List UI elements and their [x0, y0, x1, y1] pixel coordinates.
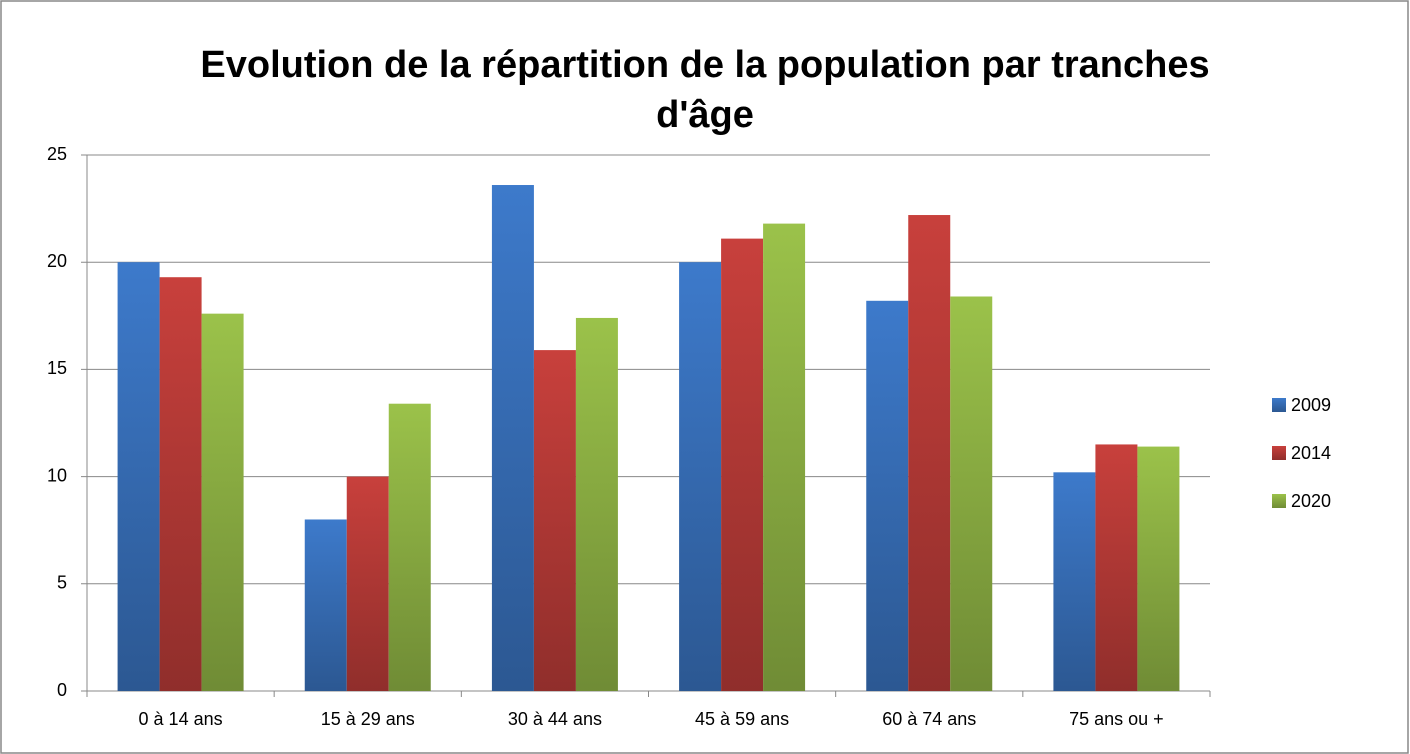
- y-tick-label: 15: [47, 358, 67, 378]
- bar: [533, 350, 576, 691]
- bar: [346, 476, 389, 691]
- bar: [388, 403, 431, 691]
- legend-swatch: [1272, 398, 1286, 412]
- legend-swatch: [1272, 494, 1286, 508]
- chart-title: Evolution de la répartition de la popula…: [200, 44, 1210, 136]
- x-tick-label: 60 à 74 ans: [882, 709, 976, 729]
- bar: [491, 185, 534, 692]
- y-tick-label: 25: [47, 144, 67, 164]
- legend-label: 2009: [1291, 395, 1331, 415]
- y-tick-label: 0: [57, 680, 67, 700]
- x-tick-label: 30 à 44 ans: [508, 709, 602, 729]
- bar: [1053, 472, 1096, 691]
- legend-label: 2020: [1291, 491, 1331, 511]
- bar: [908, 215, 951, 692]
- bar: [950, 296, 993, 691]
- bar: [866, 300, 909, 691]
- bar: [1137, 446, 1180, 691]
- y-tick-label: 5: [57, 573, 67, 593]
- x-tick-label: 75 ans ou +: [1069, 709, 1164, 729]
- legend-label: 2014: [1291, 443, 1331, 463]
- bar: [201, 313, 244, 691]
- bar: [575, 317, 618, 691]
- y-tick-label: 10: [47, 465, 67, 485]
- x-tick-label: 45 à 59 ans: [695, 709, 789, 729]
- bar: [304, 519, 347, 691]
- bar: [721, 238, 764, 691]
- bar: [1095, 444, 1138, 691]
- bar: [763, 223, 806, 691]
- bar: [117, 262, 160, 691]
- y-tick-label: 20: [47, 251, 67, 271]
- bar: [679, 262, 722, 691]
- bar: [159, 277, 202, 691]
- x-tick-label: 15 à 29 ans: [321, 709, 415, 729]
- legend-swatch: [1272, 446, 1286, 460]
- x-tick-label: 0 à 14 ans: [139, 709, 223, 729]
